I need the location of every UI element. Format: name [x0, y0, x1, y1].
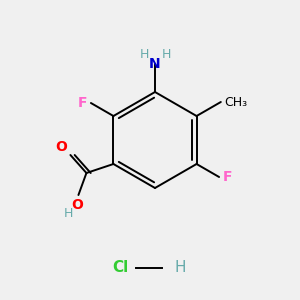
- Text: CH₃: CH₃: [224, 95, 247, 109]
- Text: Cl: Cl: [112, 260, 128, 275]
- Text: O: O: [56, 140, 68, 154]
- Text: O: O: [71, 198, 83, 212]
- Text: F: F: [77, 96, 87, 110]
- Text: F: F: [223, 170, 232, 184]
- Text: H: H: [139, 49, 149, 62]
- Text: H: H: [174, 260, 186, 275]
- Text: H: H: [64, 207, 73, 220]
- Text: N: N: [149, 57, 161, 71]
- Text: H: H: [161, 49, 171, 62]
